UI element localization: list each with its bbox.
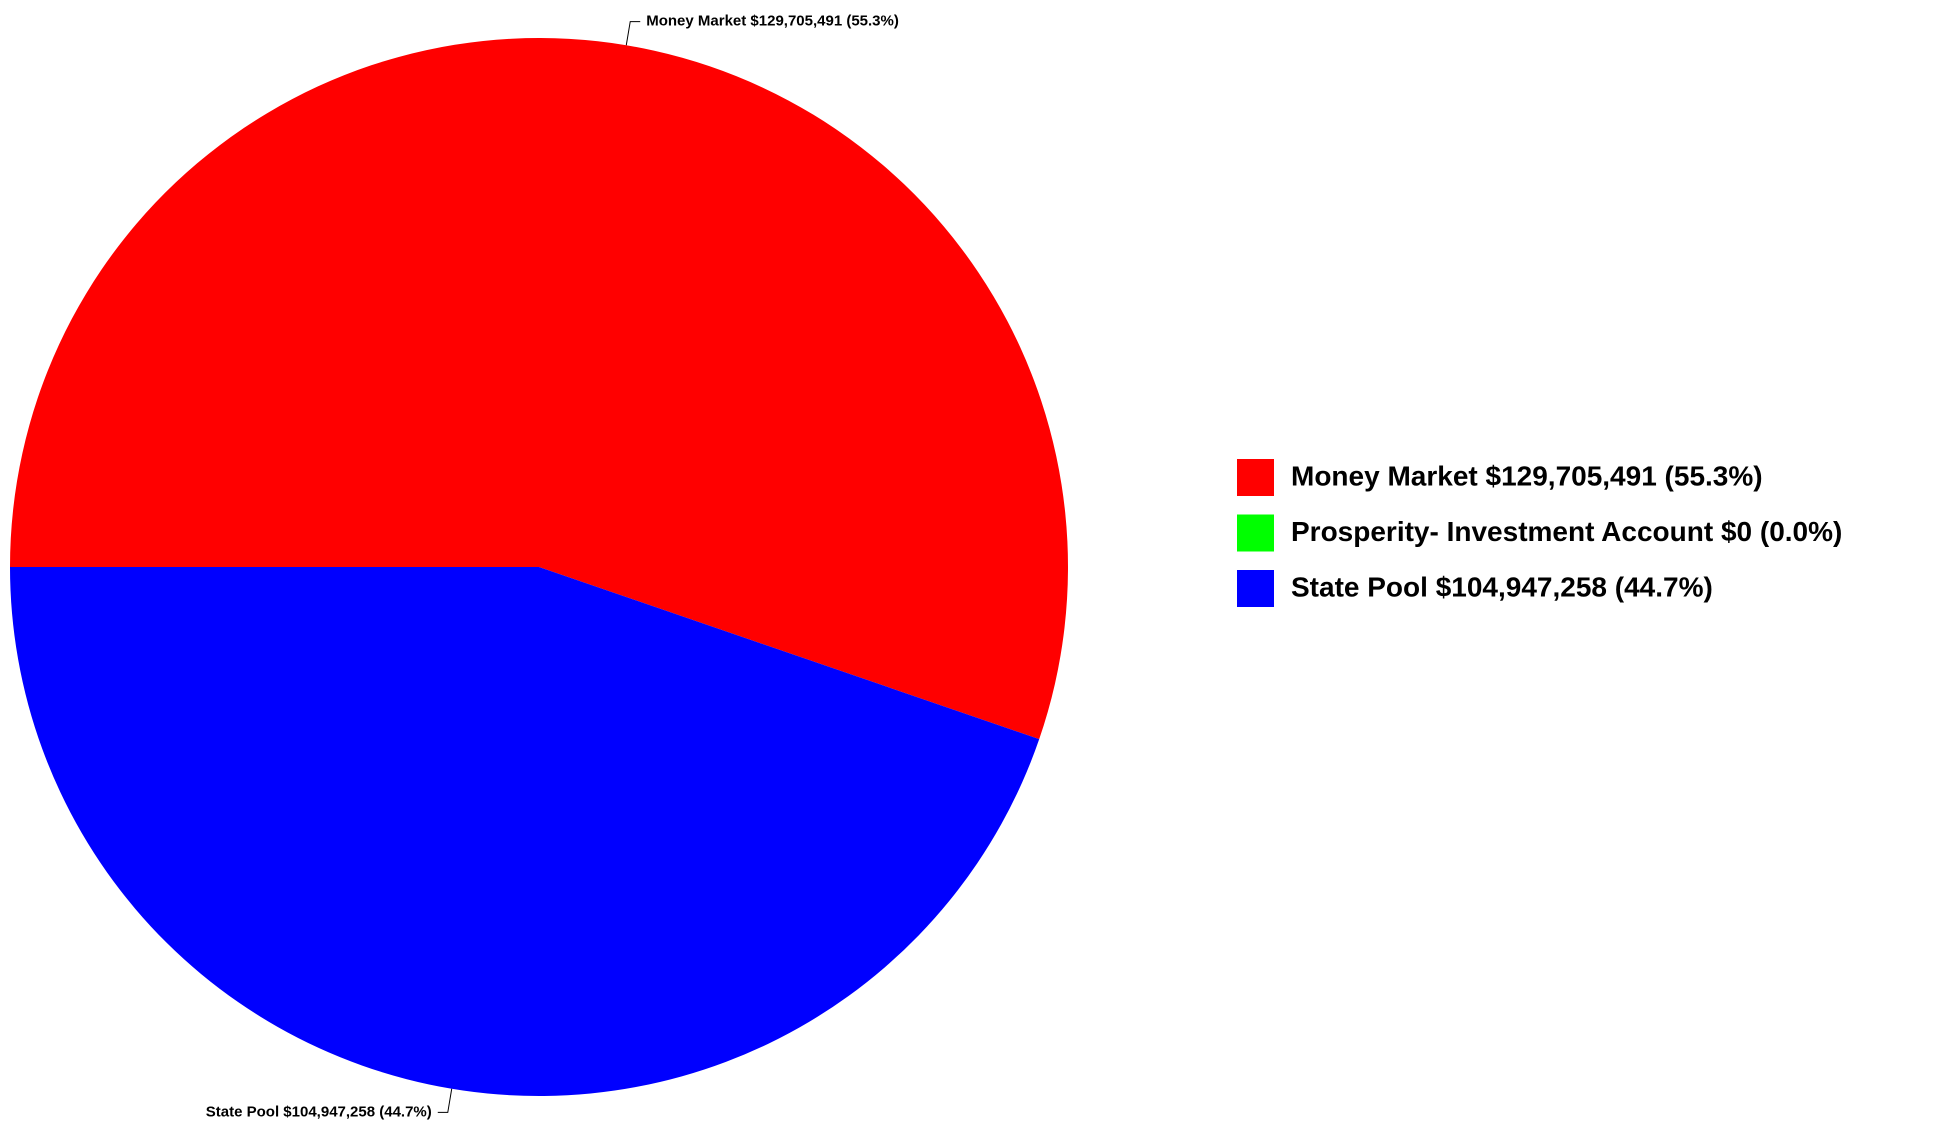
legend-label: Money Market $129,705,491 (55.3%)	[1291, 460, 1763, 491]
slice-label: State Pool $104,947,258 (44.7%)	[206, 1103, 432, 1120]
legend-swatch	[1237, 459, 1274, 496]
legend-swatch	[1237, 514, 1274, 552]
legend-label: Prosperity- Investment Account $0 (0.0%)	[1291, 516, 1842, 547]
pie-slice	[10, 38, 1068, 740]
legend-swatch	[1237, 570, 1274, 607]
pie-slice	[10, 567, 1040, 1097]
slice-label: Money Market $129,705,491 (55.3%)	[646, 13, 899, 30]
leader-line	[437, 1088, 453, 1113]
leader-line	[625, 21, 641, 46]
legend-label: State Pool $104,947,258 (44.7%)	[1291, 571, 1713, 602]
